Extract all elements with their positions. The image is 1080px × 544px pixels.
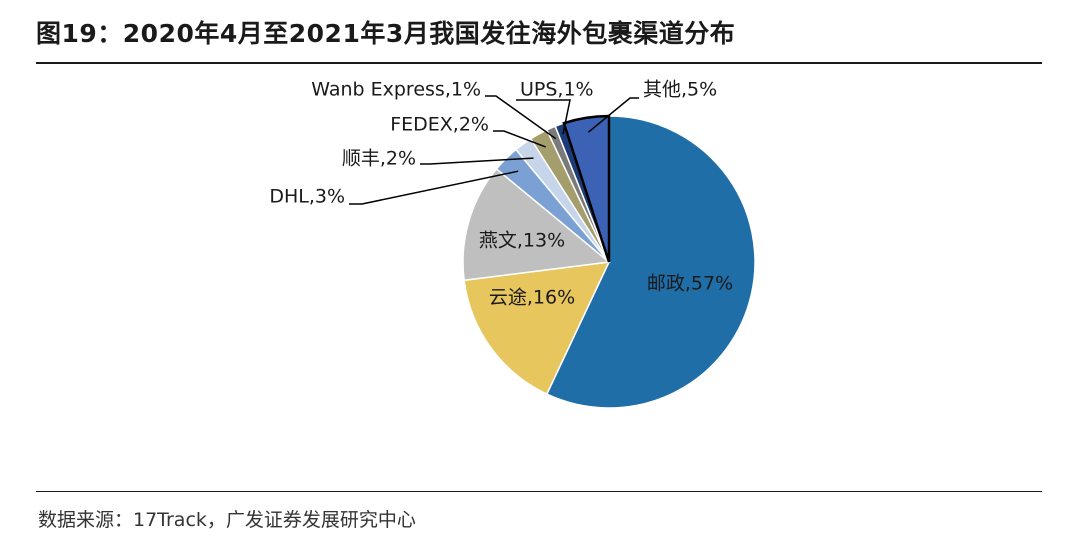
slice-label-0: 邮政,57% — [647, 273, 733, 295]
slice-label-1: 云途,16% — [489, 287, 575, 309]
leader-line-8 — [587, 97, 639, 133]
pie-slice-2 — [462, 167, 611, 282]
leader-line-6 — [485, 95, 557, 140]
slice-label-5: FEDEX,2% — [390, 114, 489, 136]
leader-line-7 — [516, 99, 571, 135]
slice-label-6: Wanb Express,1% — [311, 79, 481, 101]
leader-line-5 — [493, 130, 546, 148]
slice-label-7: UPS,1% — [520, 79, 594, 101]
pie-slice-0 — [545, 115, 756, 409]
chart-title: 图19：2020年4月至2021年3月我国发往海外包裹渠道分布 — [36, 19, 736, 48]
slice-label-4: 顺丰,2% — [342, 148, 416, 170]
pie-slices — [462, 114, 756, 409]
slice-label-8: 其他,5% — [643, 79, 717, 101]
slice-label-2: 燕文,13% — [479, 230, 565, 252]
pie-slice-1 — [463, 261, 611, 396]
title-divider — [36, 62, 1042, 64]
slice-labels: 邮政,57% 云途,16% 燕文,13% DHL,3% 顺丰,2% FEDEX,2% Wan… — [269, 79, 733, 309]
source-note: 数据来源：17Track，广发证券发展研究中心 — [38, 509, 416, 531]
source-divider — [36, 491, 1042, 492]
leader-line-4 — [420, 157, 534, 165]
leader-line-3 — [349, 170, 519, 205]
leader-lines — [349, 95, 639, 205]
slice-label-3: DHL,3% — [269, 186, 345, 208]
